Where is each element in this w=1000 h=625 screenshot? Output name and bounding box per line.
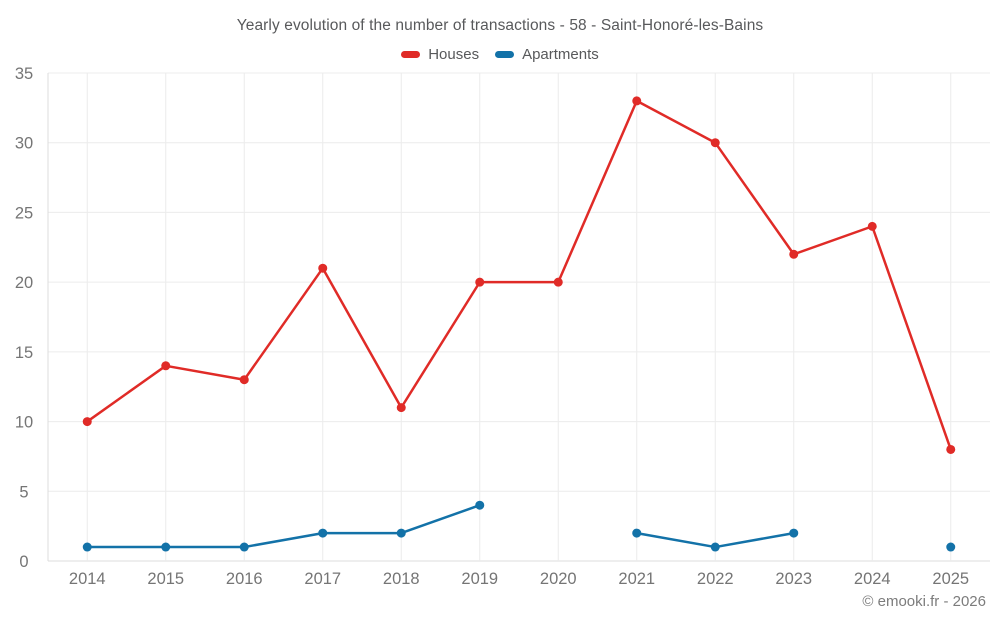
houses-series-swatch-icon — [401, 51, 421, 58]
data-point[interactable] — [318, 528, 328, 538]
x-tick-label: 2015 — [147, 570, 184, 588]
series-apartments — [82, 500, 956, 552]
x-tick-label: 2024 — [854, 570, 891, 588]
y-tick-label: 10 — [15, 414, 33, 432]
y-tick-label: 30 — [15, 135, 33, 153]
gridlines — [47, 72, 990, 562]
data-point[interactable] — [161, 361, 171, 371]
data-point[interactable] — [239, 542, 249, 552]
data-point[interactable] — [553, 277, 563, 287]
y-axis-tick-labels: 0 5 10 15 20 25 30 35 — [15, 65, 33, 571]
x-tick-label: 2014 — [69, 570, 106, 588]
data-point[interactable] — [396, 528, 406, 538]
data-point[interactable] — [867, 221, 877, 231]
y-tick-label: 0 — [19, 553, 28, 571]
data-point[interactable] — [396, 403, 406, 413]
legend: Houses Apartments — [0, 46, 1000, 63]
x-tick-label: 2020 — [540, 570, 577, 588]
x-tick-label: 2016 — [226, 570, 263, 588]
data-point[interactable] — [318, 263, 328, 273]
x-axis-tick-labels: 2014 2015 2016 2017 2018 2019 2020 2021 2022 2023… — [69, 570, 969, 588]
y-tick-label: 25 — [15, 204, 33, 222]
y-tick-label: 20 — [15, 274, 33, 292]
apartments-series-swatch-icon — [495, 51, 515, 58]
x-tick-label: 2025 — [932, 570, 969, 588]
data-point[interactable] — [161, 542, 171, 552]
data-point[interactable] — [82, 542, 92, 552]
series-line — [86, 99, 952, 451]
legend-item-apartments[interactable]: Apartments — [495, 46, 599, 63]
attribution: © emooki.fr - 2026 — [862, 593, 986, 610]
series-line — [86, 503, 481, 549]
legend-label-houses: Houses — [428, 46, 480, 63]
x-tick-label: 2018 — [383, 570, 420, 588]
data-point[interactable] — [946, 444, 956, 454]
x-tick-label: 2023 — [775, 570, 812, 588]
x-tick-label: 2021 — [618, 570, 655, 588]
data-point[interactable] — [82, 417, 92, 427]
data-point[interactable] — [946, 542, 956, 552]
data-point[interactable] — [789, 249, 799, 259]
x-tick-label: 2017 — [304, 570, 341, 588]
y-tick-label: 35 — [15, 65, 33, 83]
x-tick-label: 2022 — [697, 570, 734, 588]
y-tick-label: 5 — [19, 483, 28, 501]
data-point[interactable] — [632, 96, 642, 106]
chart-title: Yearly evolution of the number of transa… — [236, 17, 764, 34]
data-point[interactable] — [239, 375, 249, 385]
y-tick-label: 15 — [15, 344, 33, 362]
data-point[interactable] — [710, 138, 720, 148]
series-houses — [82, 96, 956, 454]
data-point[interactable] — [632, 528, 642, 538]
data-point[interactable] — [475, 500, 485, 510]
data-point[interactable] — [475, 277, 485, 287]
data-point[interactable] — [710, 542, 720, 552]
legend-label-apartments: Apartments — [522, 46, 599, 63]
data-point[interactable] — [789, 528, 799, 538]
x-tick-label: 2019 — [461, 570, 498, 588]
legend-item-houses[interactable]: Houses — [401, 46, 479, 63]
